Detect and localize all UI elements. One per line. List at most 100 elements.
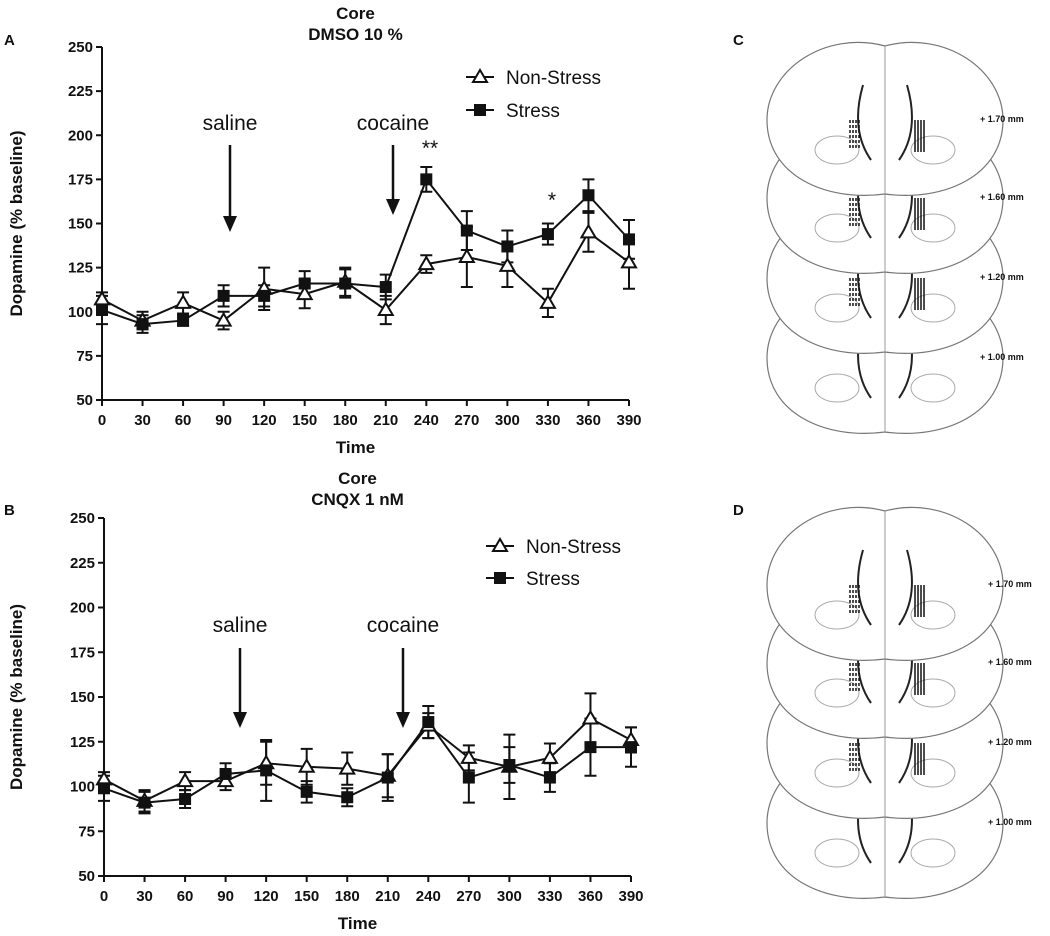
chart-subtitle: CNQX 1 nM: [311, 490, 404, 509]
legend-label: Stress: [526, 569, 580, 590]
x-tick-label: 330: [535, 412, 560, 429]
x-tick-label: 180: [335, 888, 360, 905]
nucleus: [910, 678, 956, 708]
marker: [93, 290, 111, 306]
y-tick-label: 100: [68, 304, 93, 321]
level-label: + 1.60 mm: [988, 657, 1032, 667]
panel-label: A: [4, 32, 15, 49]
chart-title: Core: [338, 469, 377, 488]
y-axis-label: Dopamine (% baseline): [7, 130, 26, 316]
marker: [460, 224, 473, 237]
marker: [501, 240, 514, 253]
y-tick-label: 225: [70, 555, 95, 572]
annotation: *: [548, 189, 556, 212]
y-tick-label: 250: [68, 39, 93, 56]
y-tick-label: 150: [68, 216, 93, 233]
nucleus: [910, 838, 956, 868]
x-tick-label: 240: [414, 412, 439, 429]
legend-label: Non-Stress: [526, 537, 621, 558]
nucleus: [814, 600, 860, 630]
x-axis-label: Time: [336, 438, 375, 457]
marker: [625, 741, 637, 754]
level-label: + 1.20 mm: [988, 737, 1032, 747]
series-line: [103, 717, 632, 802]
marker: [623, 233, 635, 246]
x-tick-label: 390: [616, 412, 641, 429]
arrow-head: [223, 216, 237, 232]
x-tick-label: 330: [537, 888, 562, 905]
marker: [417, 255, 436, 271]
marker: [295, 285, 314, 301]
x-tick-label: 30: [136, 888, 153, 905]
x-tick-label: 180: [333, 412, 358, 429]
marker: [258, 289, 271, 302]
marker: [460, 748, 478, 764]
level-label: + 1.00 mm: [988, 817, 1032, 827]
marker: [498, 256, 517, 272]
marker: [582, 189, 595, 202]
y-tick-label: 100: [70, 779, 95, 796]
chart-subtitle: DMSO 10 %: [308, 25, 402, 44]
level-label: + 1.00 mm: [980, 352, 1024, 362]
marker: [541, 748, 559, 764]
arrow-head: [233, 712, 247, 728]
y-axis-label: Dopamine (% baseline): [7, 604, 26, 790]
x-tick-label: 120: [252, 412, 277, 429]
y-tick-label: 75: [78, 823, 95, 840]
nucleus: [814, 135, 860, 165]
marker: [539, 293, 557, 309]
nucleus: [814, 293, 860, 323]
y-tick-label: 125: [68, 260, 93, 277]
marker: [297, 757, 316, 773]
x-tick-label: 300: [495, 412, 520, 429]
x-tick-label: 30: [134, 412, 151, 429]
y-tick-label: 200: [70, 600, 95, 617]
x-tick-label: 360: [576, 412, 601, 429]
chart-title: Core: [336, 4, 375, 23]
x-tick-label: 210: [375, 888, 400, 905]
marker: [381, 771, 394, 784]
annotation: saline: [213, 614, 268, 637]
x-tick-label: 0: [98, 412, 106, 429]
marker: [219, 767, 232, 780]
nucleus: [910, 135, 956, 165]
x-tick-label: 210: [373, 412, 398, 429]
marker: [177, 314, 190, 327]
marker: [579, 223, 598, 239]
arrow-head: [396, 712, 410, 728]
marker: [217, 289, 230, 302]
marker: [174, 293, 192, 309]
marker: [179, 793, 192, 806]
legend-label: Stress: [506, 101, 560, 122]
marker: [379, 281, 392, 294]
x-tick-label: 390: [618, 888, 643, 905]
x-tick-label: 150: [292, 412, 317, 429]
nucleus: [814, 213, 860, 243]
series-line: [101, 177, 630, 326]
nucleus: [814, 373, 860, 403]
marker: [503, 759, 516, 772]
marker: [458, 248, 476, 264]
marker: [620, 253, 638, 269]
legend-marker: [471, 68, 489, 83]
panel-label: D: [733, 502, 744, 519]
nucleus: [814, 838, 860, 868]
level-label: + 1.70 mm: [988, 579, 1032, 589]
marker: [462, 771, 475, 784]
arrow-head: [386, 199, 400, 215]
x-tick-label: 360: [578, 888, 603, 905]
marker: [338, 759, 356, 775]
y-tick-label: 200: [68, 127, 93, 144]
x-axis-label: Time: [338, 914, 377, 933]
nucleus: [910, 293, 956, 323]
x-tick-label: 90: [215, 412, 232, 429]
legend-marker: [474, 104, 486, 116]
panel-label: B: [4, 502, 15, 519]
marker: [260, 764, 273, 777]
y-tick-label: 75: [76, 348, 93, 365]
y-tick-label: 150: [70, 689, 95, 706]
x-tick-label: 90: [217, 888, 234, 905]
level-label: + 1.70 mm: [980, 114, 1024, 124]
annotation: **: [422, 137, 438, 160]
legend-label: Non-Stress: [506, 68, 601, 89]
